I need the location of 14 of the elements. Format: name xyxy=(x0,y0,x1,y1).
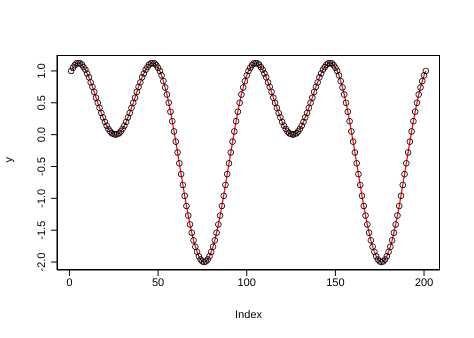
y-tick-label: 0.0 xyxy=(36,126,48,142)
x-tick-label: 150 xyxy=(326,276,345,289)
x-axis-title: Index xyxy=(235,309,262,321)
y-tick-label: 1.0 xyxy=(36,63,48,79)
y-tick-label: -0.5 xyxy=(36,156,48,176)
y-axis-title: y xyxy=(2,156,15,162)
x-tick-label: 50 xyxy=(152,276,164,289)
x-tick-label: 200 xyxy=(414,276,434,289)
y-tick-label: -2.0 xyxy=(36,252,48,272)
x-tick-label: 0 xyxy=(66,276,72,289)
y-tick-label: 0.5 xyxy=(36,95,48,110)
y-tick-label: -1.0 xyxy=(36,188,48,208)
x-tick-label: 100 xyxy=(238,276,256,289)
y-tick-label: -1.5 xyxy=(36,220,48,240)
